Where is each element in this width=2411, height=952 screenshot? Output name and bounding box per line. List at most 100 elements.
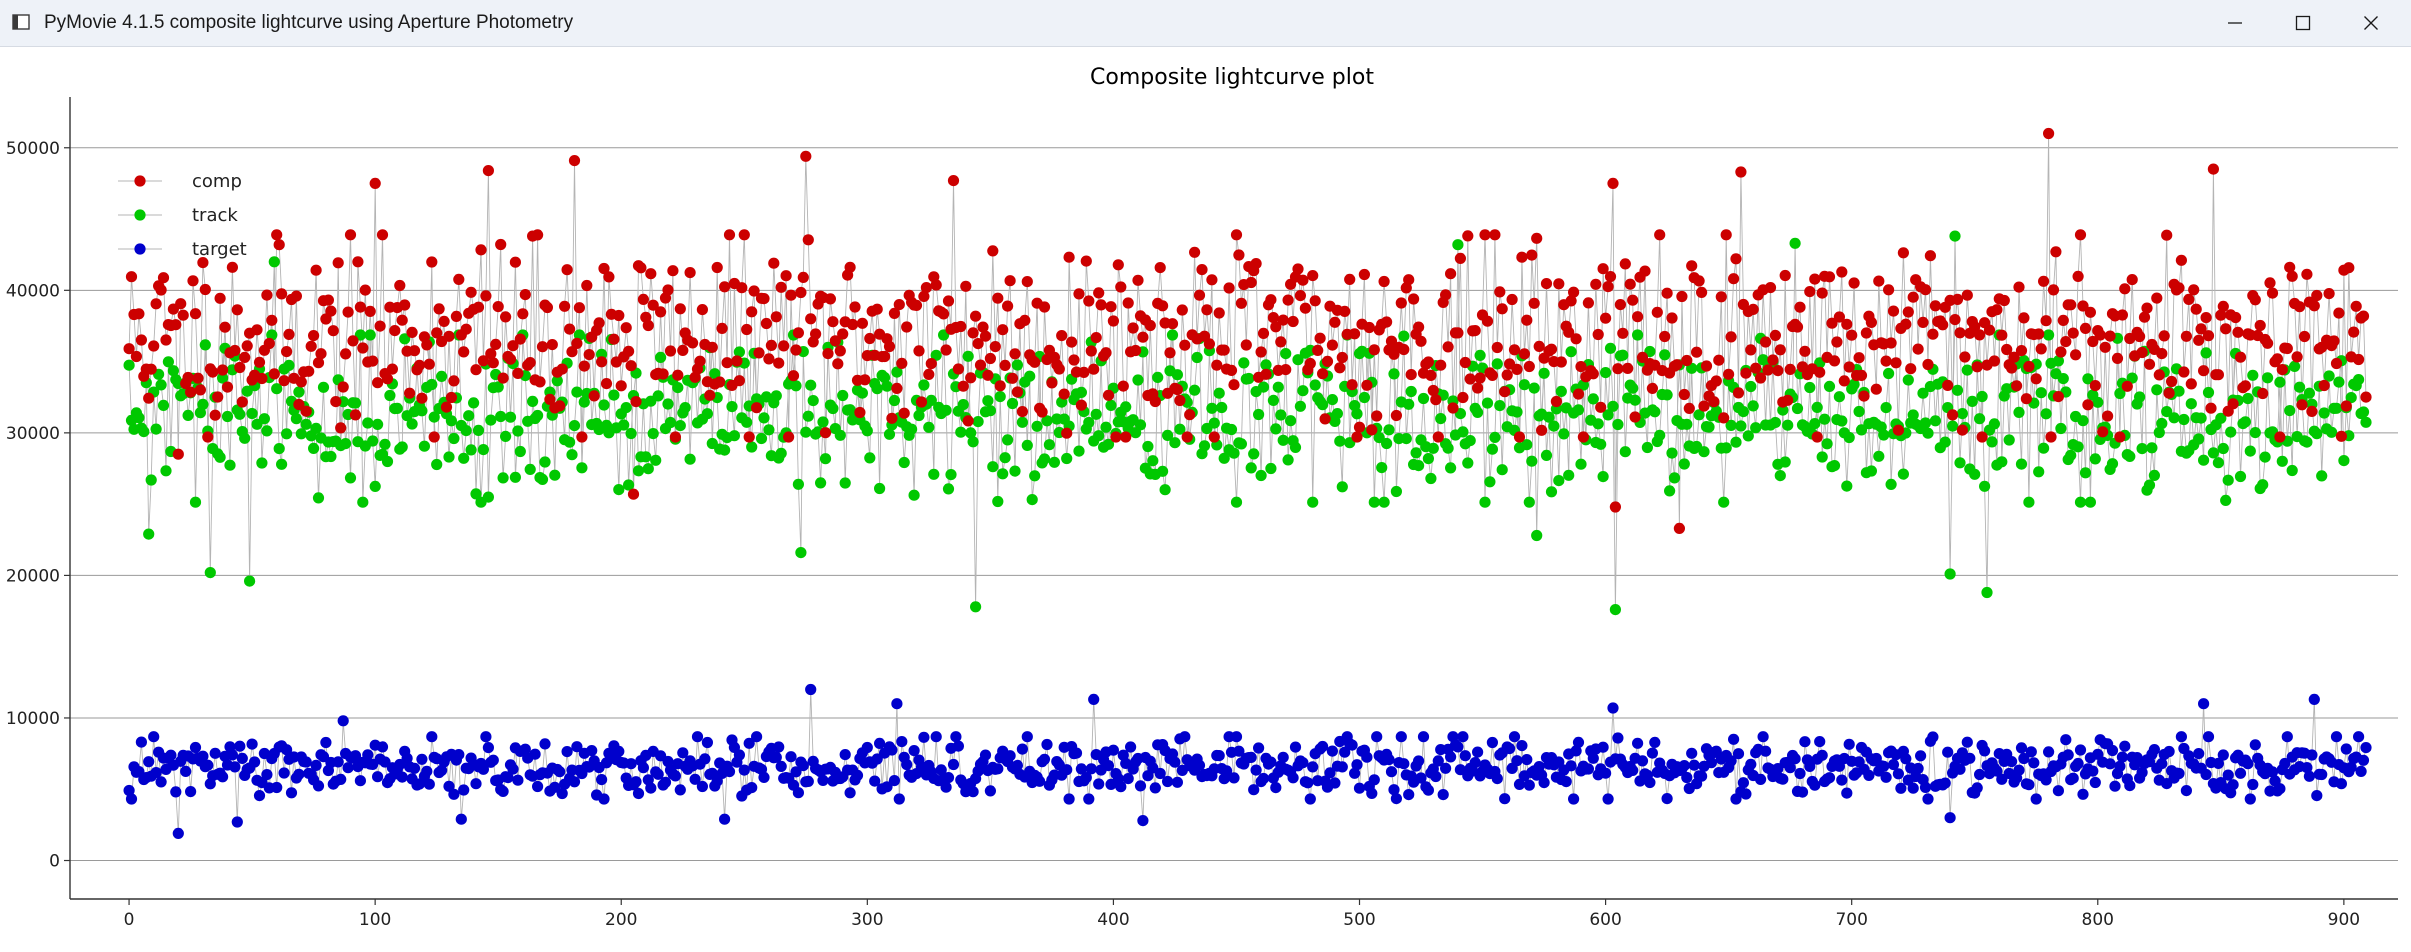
point-track [2215,412,2227,424]
point-target [1944,812,1956,824]
composite-lightcurve-chart[interactable]: Composite lightcurve plot 01000020000300… [0,47,2411,947]
point-comp [1314,332,1326,344]
point-target [1632,737,1644,749]
point-comp [970,310,982,322]
point-track [871,383,883,395]
close-button[interactable] [2337,0,2405,46]
point-track [2023,496,2035,508]
point-target [2104,758,2116,770]
point-target [984,785,997,797]
point-comp [1166,318,1179,330]
point-track [1558,428,1570,440]
point-target [1063,793,1075,805]
point-target [2330,731,2343,743]
point-target [408,762,421,774]
point-track [1823,380,1836,392]
point-track [362,417,374,429]
point-comp [2050,246,2062,258]
point-target [568,776,581,788]
point-track [928,468,940,480]
point-track [1885,478,1897,490]
point-target [1612,732,1624,744]
point-target [632,787,645,800]
point-track [2148,469,2160,481]
point-track [1257,381,1270,393]
point-comp [2158,330,2170,342]
point-track [650,454,662,466]
point-track [160,465,172,477]
point-comp [2079,322,2092,334]
point-target [1597,741,1609,753]
point-comp [2178,366,2190,378]
point-track [719,444,731,456]
point-comp [1853,352,1865,364]
point-track [755,432,768,445]
plot-area[interactable]: Composite lightcurve plot 0 10000 20000 300… [0,47,2411,947]
point-track [970,601,982,613]
point-track [460,425,472,437]
point-track [1093,430,1105,442]
point-comp [150,298,162,310]
point-comp [879,350,891,363]
point-comp [1942,379,1954,391]
point-target [1353,782,1366,794]
point-target [2311,790,2323,802]
point-comp [143,392,155,404]
point-comp [170,319,182,331]
point-target [2077,788,2089,800]
point-comp [883,340,896,353]
point-comp [1666,312,1678,324]
minimize-button[interactable] [2201,0,2269,46]
point-comp [303,365,315,377]
point-comp [748,285,760,297]
point-track [864,452,876,464]
point-track [1292,354,1304,366]
point-comp [1540,278,1553,290]
point-comp [1646,382,1658,394]
point-comp [672,369,684,381]
point-comp [1179,339,1191,351]
point-comp [2308,300,2320,312]
point-track [1243,372,1255,385]
point-target [2148,744,2160,756]
point-track [2052,355,2064,367]
point-target [947,758,960,771]
point-comp [1213,307,1225,319]
point-comp [236,396,248,408]
point-comp [1555,356,1567,368]
point-target [1836,774,1848,786]
point-track [2318,407,2330,419]
point-target [1038,753,1051,765]
y-tick-label-0: 0 [49,852,60,872]
point-target [1814,736,1826,748]
point-track [652,390,664,402]
point-comp [556,363,568,375]
point-comp [1425,369,1437,381]
point-target [2198,698,2210,710]
point-comp [197,257,209,269]
point-comp [1016,406,1028,418]
point-comp [2102,410,2114,422]
point-track [1206,402,1218,414]
point-comp [896,357,908,369]
point-comp [322,294,334,306]
maximize-button[interactable] [2269,0,2337,46]
point-target [2202,731,2215,743]
point-track [1929,415,1941,427]
point-target [1061,764,1073,776]
window-titlebar[interactable]: PyMovie 4.1.5 composite lightcurve using… [0,0,2411,47]
point-track [1833,391,1845,403]
legend-marker-track [134,209,146,221]
point-comp [349,409,362,421]
point-comp [480,290,492,302]
point-target [935,764,947,776]
point-comp [1447,402,1459,414]
point-track [1255,469,1267,482]
point-track [396,441,408,453]
point-track [549,469,561,481]
point-track [1376,462,1388,474]
point-track [2074,496,2087,508]
point-target [1122,773,1134,785]
point-track [775,447,787,459]
